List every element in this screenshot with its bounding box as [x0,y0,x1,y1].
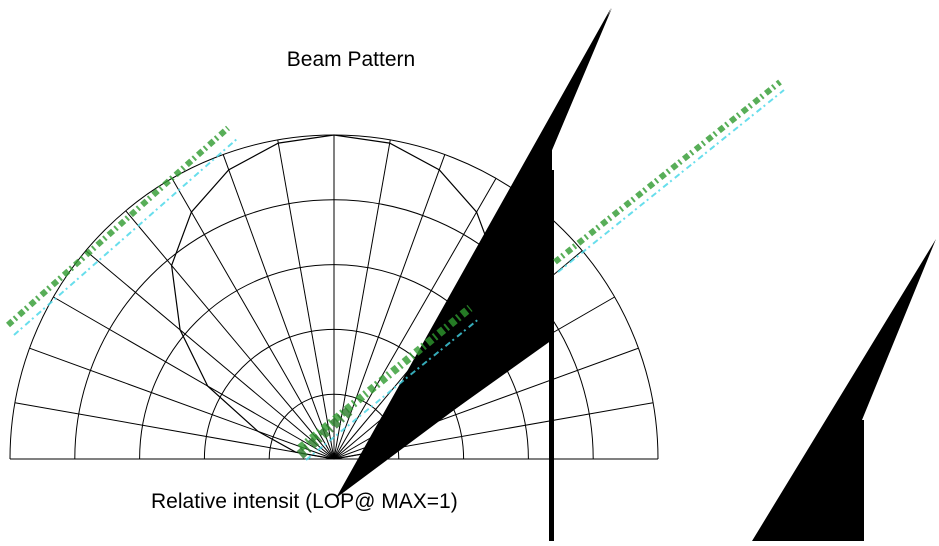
artifact-wedge [752,239,936,541]
artifact-bar [860,420,864,541]
noise-band [13,137,239,336]
grid-spoke [333,139,391,460]
noise-band [297,304,473,452]
grid-spoke [85,250,335,460]
grid-spoke [277,139,335,460]
artifact-wedge [356,8,612,480]
grid-spoke [222,154,335,460]
chart-title: Beam Pattern [286,48,416,71]
noise-band [5,125,231,328]
artifact-wedge [336,8,611,498]
grid-spoke [171,178,335,460]
grid-spoke [333,178,497,460]
noise-band [296,406,354,459]
grid-spoke [125,210,335,460]
grid-spoke [14,402,335,460]
noise-band [553,79,782,265]
artifact-bar [549,170,554,541]
noise-band [557,89,785,273]
grid-spoke [29,347,335,460]
x-axis-label: Relative intensit (LOP@ MAX=1) [151,490,458,513]
grid-spoke [53,296,335,460]
